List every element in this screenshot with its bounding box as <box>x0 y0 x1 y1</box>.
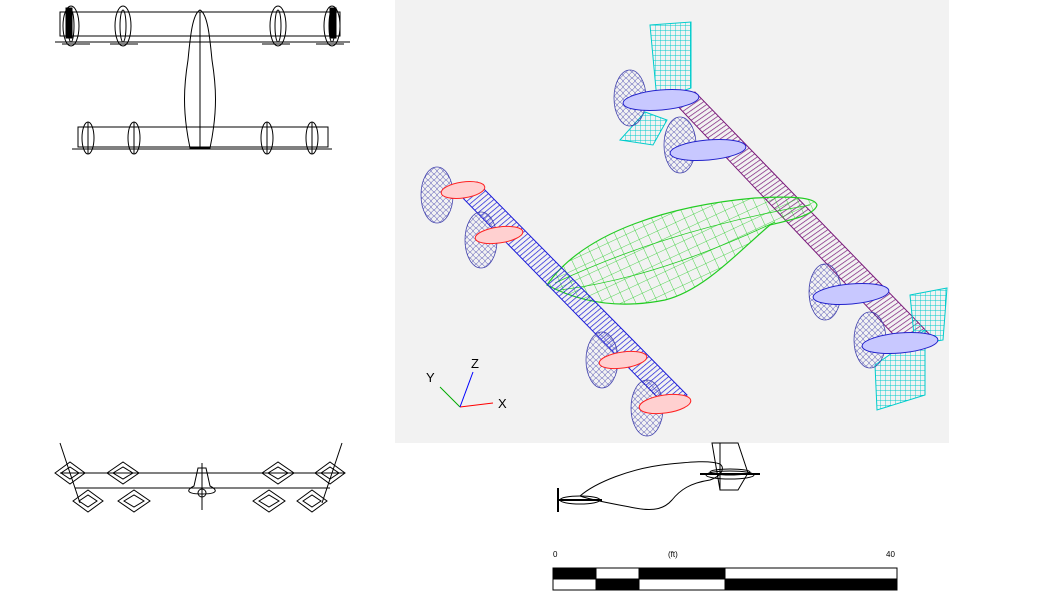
scale-start-label: 0 <box>553 550 558 559</box>
nacelle-rear-1 <box>622 89 700 111</box>
front-front-nacelles <box>72 489 328 513</box>
y-axis-label: Y <box>426 370 435 385</box>
x-axis-label: X <box>498 396 507 411</box>
top-view-drawing <box>55 5 350 155</box>
upper-tail-fin <box>649 21 692 101</box>
nacelle-rear-4 <box>861 332 939 354</box>
top-rear-nacelles <box>62 5 341 47</box>
side-view-drawing <box>557 442 760 512</box>
nacelle-front-1 <box>440 181 486 199</box>
rear-nacelles <box>622 89 939 354</box>
front-view <box>50 438 360 513</box>
front-nacelles <box>440 181 692 415</box>
side-tail <box>711 442 749 491</box>
nacelle-rear-2 <box>669 139 747 161</box>
nacelle-front-4 <box>638 393 692 415</box>
side-fuselage <box>579 461 723 511</box>
front-rear-nacelles <box>54 461 346 485</box>
top-front-nacelles <box>81 121 319 155</box>
isometric-view: X Y Z <box>395 0 949 443</box>
z-axis-line <box>459 371 474 408</box>
nacelle-rear-3 <box>812 283 890 305</box>
nacelle-front-2 <box>474 225 524 245</box>
lower-tail-fin <box>909 287 948 346</box>
side-view <box>550 438 770 518</box>
x-axis-line <box>459 402 494 408</box>
y-axis-line <box>439 386 461 408</box>
scale-bar-drawing: 0 (ft) 40 <box>552 550 898 591</box>
top-view <box>50 0 370 160</box>
front-view-drawing <box>54 442 346 513</box>
isometric-drawing: X Y Z <box>420 21 948 437</box>
fuselage <box>546 196 818 305</box>
top-front-wing <box>77 126 329 148</box>
scale-bar: 0 (ft) 40 <box>540 543 910 594</box>
nacelle-front-3 <box>598 350 648 370</box>
axes-triad: X Y Z <box>426 356 507 411</box>
scale-end-label: 40 <box>886 550 895 559</box>
scale-unit-label: (ft) <box>668 550 678 559</box>
z-axis-label: Z <box>471 356 479 371</box>
scale-bar-blocks <box>552 567 898 591</box>
